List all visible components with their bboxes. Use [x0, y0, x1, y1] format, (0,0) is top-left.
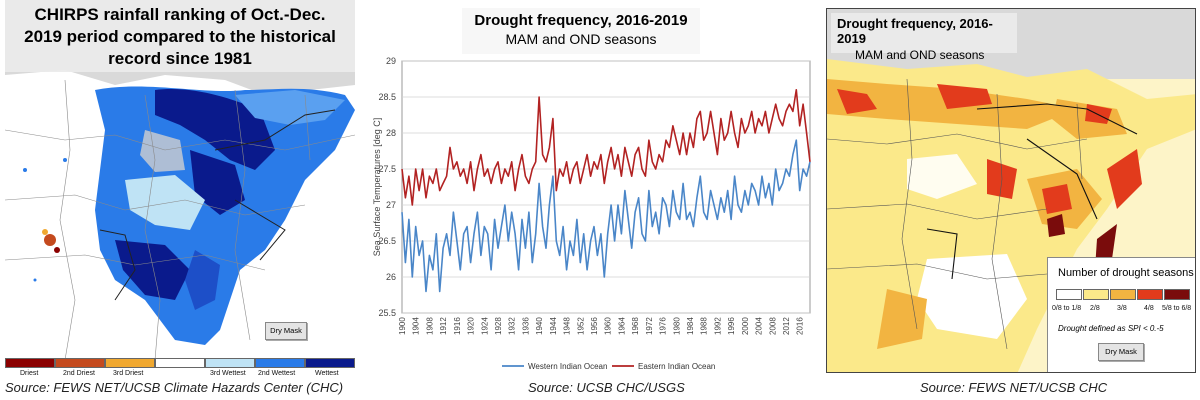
x-tick-label: 2004: [755, 317, 764, 335]
series-line-eastern-indian-ocean: [401, 89, 811, 206]
rainfall-legend: Driest 2nd Driest 3rd Driest 3rd Wettest…: [5, 358, 355, 380]
legend-label-western-indian-ocean: Western Indian Ocean: [528, 362, 607, 371]
y-tick-label: 26.5: [378, 236, 396, 246]
x-tick-label: 2000: [741, 317, 750, 335]
x-tick-label: 1900: [398, 317, 407, 335]
right-title: Drought frequency, 2016-2019: [837, 16, 993, 46]
y-tick-label: 28.5: [378, 92, 396, 102]
x-tick-label: 2008: [768, 317, 777, 335]
middle-source: Source: UCSB CHC/USGS: [528, 380, 685, 395]
right-map-panel: Drought frequency, 2016-2019 MAM and OND…: [826, 8, 1196, 373]
legend-label-wettest: Wettest: [315, 370, 339, 377]
x-tick-label: 1904: [412, 317, 421, 335]
x-tick-label: 1932: [508, 317, 517, 335]
x-tick-label: 1920: [467, 317, 476, 335]
y-tick-label: 25.5: [378, 308, 396, 318]
y-axis-label: Sea Surface Temperatures [deg C]: [372, 118, 382, 256]
x-tick-label: 1988: [700, 317, 709, 335]
x-tick-label: 1940: [535, 317, 544, 335]
right-dry-mask-button[interactable]: Dry Mask: [1098, 343, 1144, 361]
left-title-line-1: CHIRPS rainfall ranking of Oct.-Dec.: [34, 5, 326, 24]
x-tick-label: 1956: [590, 317, 599, 335]
x-tick-label: 1916: [453, 317, 462, 335]
legend-label-3rd-driest: 3rd Driest: [113, 370, 144, 377]
legend-swatch-neutral: [155, 358, 205, 368]
y-tick-label: 26: [386, 272, 396, 282]
x-tick-label: 1928: [494, 317, 503, 335]
x-tick-label: 1992: [713, 317, 722, 335]
drought-label-0-1: 0/8 to 1/8: [1052, 305, 1082, 312]
plot-area: [401, 60, 811, 314]
y-tick-label: 27: [386, 200, 396, 210]
legend-label-eastern-indian-ocean: Eastern Indian Ocean: [638, 362, 715, 371]
legend-swatch-2: [1083, 289, 1109, 300]
drought-frequency-map: [827, 9, 1195, 372]
left-source: Source: FEWS NET/UCSB Climate Hazards Ce…: [5, 380, 344, 395]
left-title-line-3: record since 1981: [108, 49, 252, 68]
x-tick-label: 1936: [521, 317, 530, 335]
legend-swatch-0-1: [1056, 289, 1082, 300]
drought-label-3: 3/8: [1117, 305, 1127, 312]
right-title-box: Drought frequency, 2016-2019 MAM and OND…: [831, 13, 1017, 62]
legend-swatch-3rd-driest: [105, 358, 155, 368]
legend-label-driest: Driest: [20, 370, 39, 377]
x-tick-label: 1960: [604, 317, 613, 335]
x-tick-label: 1924: [480, 317, 489, 335]
right-subtitle: MAM and OND seasons: [855, 48, 985, 62]
x-tick-label: 1948: [563, 317, 572, 335]
x-tick-label: 1908: [425, 317, 434, 335]
legend-swatch-4: [1137, 289, 1163, 300]
legend-swatch-5-6: [1164, 289, 1190, 300]
x-tick-label: 1944: [549, 317, 558, 335]
x-tick-label: 1912: [439, 317, 448, 335]
x-tick-label: 1984: [686, 317, 695, 335]
x-tick-label: 2012: [782, 317, 791, 335]
legend-swatch-2nd-driest: [55, 358, 105, 368]
x-tick-label: 1968: [631, 317, 640, 335]
right-source: Source: FEWS NET/UCSB CHC: [920, 380, 1108, 395]
middle-chart-panel: Drought frequency, 2016-2019 MAM and OND…: [362, 0, 814, 375]
y-tick-label: 29: [386, 56, 396, 66]
drought-legend: Number of drought seasons 0/8 to 1/8 2/8…: [1047, 257, 1195, 372]
x-tick-label: 1972: [645, 317, 654, 335]
legend-swatch-3rd-wettest: [205, 358, 255, 368]
middle-title: Drought frequency, 2016-2019: [474, 12, 688, 29]
legend-swatch-wettest: [305, 358, 355, 368]
middle-subtitle: MAM and OND seasons: [505, 31, 657, 47]
legend-label-2nd-driest: 2nd Driest: [63, 370, 95, 377]
legend-swatch-2nd-wettest: [255, 358, 305, 368]
y-tick-label: 27.5: [378, 164, 396, 174]
x-tick-label: 1976: [659, 317, 668, 335]
legend-swatch-driest: [5, 358, 55, 368]
y-tick-label: 28: [386, 128, 396, 138]
drought-label-2: 2/8: [1090, 305, 1100, 312]
left-title-line-2: 2019 period compared to the historical: [24, 27, 336, 46]
legend-swatch-3: [1110, 289, 1136, 300]
legend-label-3rd-wettest: 3rd Wettest: [210, 370, 246, 377]
middle-title-box: Drought frequency, 2016-2019 MAM and OND…: [462, 8, 700, 54]
sst-line-chart: 25.5 26 26.5 27 27.5 28 28.5 29 1900 1904 1908 1912…: [372, 56, 811, 371]
drought-definition-note: Drought defined as SPI < 0.-5: [1058, 324, 1164, 333]
drought-label-5-6: 5/8 to 6/8: [1162, 305, 1192, 312]
x-tick-label: 1996: [727, 317, 736, 335]
x-tick-label: 1980: [672, 317, 681, 335]
legend-label-2nd-wettest: 2nd Wettest: [258, 370, 296, 377]
x-tick-label: 2016: [796, 317, 805, 335]
drought-label-4: 4/8: [1144, 305, 1154, 312]
left-map-title: CHIRPS rainfall ranking of Oct.-Dec. 201…: [5, 0, 355, 72]
x-tick-label: 1952: [576, 317, 585, 335]
left-map-panel: CHIRPS rainfall ranking of Oct.-Dec. 201…: [5, 0, 355, 377]
series-line-western-indian-ocean: [401, 139, 811, 293]
dry-mask-button[interactable]: Dry Mask: [265, 322, 307, 340]
drought-legend-title: Number of drought seasons: [1058, 267, 1194, 279]
x-tick-label: 1964: [617, 317, 626, 335]
